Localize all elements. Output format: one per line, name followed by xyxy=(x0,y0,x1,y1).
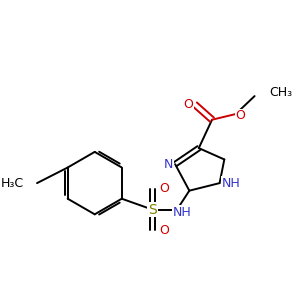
Text: O: O xyxy=(159,182,169,195)
Text: CH₃: CH₃ xyxy=(270,86,293,99)
Text: O: O xyxy=(159,224,169,237)
Text: O: O xyxy=(183,98,193,111)
Text: H₃C: H₃C xyxy=(1,177,24,190)
Text: O: O xyxy=(236,110,245,122)
Text: NH: NH xyxy=(172,206,191,219)
Text: NH: NH xyxy=(222,177,240,190)
Text: N: N xyxy=(164,158,173,171)
Text: S: S xyxy=(148,202,157,217)
